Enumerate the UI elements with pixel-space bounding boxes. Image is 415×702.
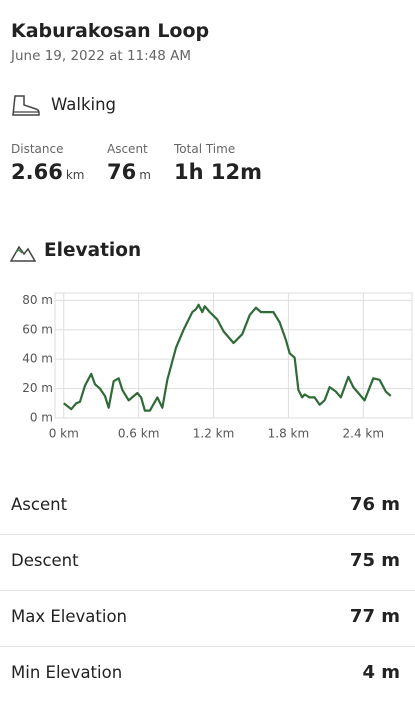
summary-row: Descent 75 m [0, 534, 415, 591]
row-label: Max Elevation [11, 607, 127, 626]
chart-title: Elevation [44, 240, 142, 261]
stat-label: Distance [11, 142, 64, 156]
activity-type: Walking [51, 95, 117, 114]
elevation-line [63, 303, 392, 412]
x-tick-label: 0 km [49, 427, 79, 441]
row-label: Ascent [11, 495, 68, 514]
unit: m [139, 168, 151, 182]
subtitle: June 19, 2022 at 11:48 AM [11, 48, 192, 64]
stat-value: 2.66 km [11, 160, 84, 184]
y-tick-label: 0 m [30, 411, 53, 425]
stat-value: 76 m [107, 160, 151, 184]
row-value: 76 m [349, 494, 400, 515]
plot-border [54, 292, 413, 419]
x-tick-label: 2.4 km [343, 427, 385, 441]
x-tick-label: 1.2 km [193, 427, 235, 441]
unit: km [65, 168, 85, 182]
x-tick-label: 1.8 km [268, 427, 310, 441]
stat-label: Ascent [107, 142, 148, 156]
row-label: Descent [11, 551, 79, 570]
y-tick-label: 40 m [22, 352, 53, 366]
stat-value: 1h 12m [174, 160, 262, 184]
summary-row: Max Elevation 77 m [0, 590, 415, 647]
title: Kaburakosan Loop [11, 20, 210, 42]
value: 76 [107, 160, 137, 184]
value: 1h 12m [174, 160, 262, 184]
row-value: 77 m [349, 606, 400, 627]
row-label: Min Elevation [11, 663, 123, 682]
boot-icon [12, 95, 40, 116]
summary-row: Ascent 76 m [0, 478, 415, 535]
y-tick-label: 20 m [22, 381, 53, 395]
row-value: 75 m [349, 550, 400, 571]
chart: 0 m 20 m 40 m 60 m 80 m 0 km 0.6 km 1.2 km 1.8 k… [22, 292, 413, 441]
value: 2.66 [11, 160, 63, 184]
x-tick-label: 0.6 km [118, 427, 160, 441]
summary-row: Min Elevation 4 m [0, 646, 415, 702]
mountain-icon [10, 245, 36, 262]
stat-label: Total Time [174, 142, 236, 156]
y-tick-label: 60 m [22, 322, 53, 336]
row-value: 4 m [362, 662, 400, 683]
y-tick-label: 80 m [22, 293, 53, 307]
